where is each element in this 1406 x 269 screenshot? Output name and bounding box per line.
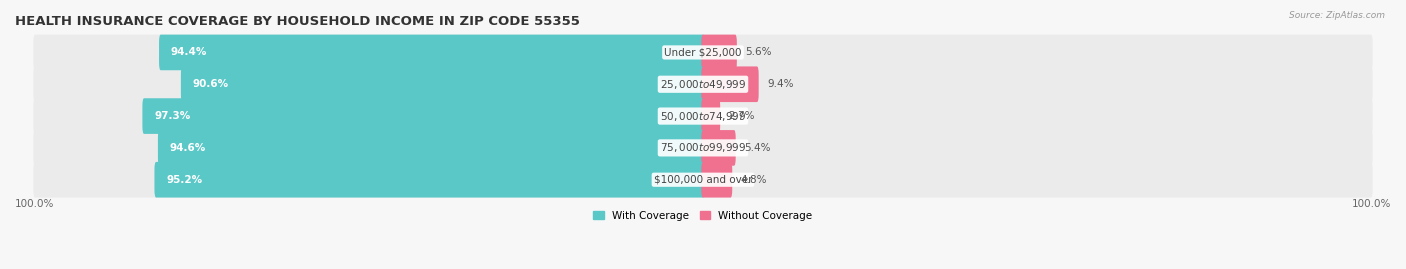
FancyBboxPatch shape: [157, 130, 704, 166]
FancyBboxPatch shape: [181, 66, 704, 102]
Text: 5.4%: 5.4%: [744, 143, 770, 153]
FancyBboxPatch shape: [34, 162, 1372, 197]
Text: 90.6%: 90.6%: [193, 79, 229, 89]
Text: 100.0%: 100.0%: [1351, 199, 1391, 210]
FancyBboxPatch shape: [34, 66, 1372, 102]
Text: 5.6%: 5.6%: [745, 47, 772, 57]
FancyBboxPatch shape: [702, 130, 735, 166]
Text: $75,000 to $99,999: $75,000 to $99,999: [659, 141, 747, 154]
FancyBboxPatch shape: [34, 35, 1372, 70]
FancyBboxPatch shape: [34, 130, 1372, 166]
Text: 94.4%: 94.4%: [170, 47, 207, 57]
FancyBboxPatch shape: [142, 98, 704, 134]
FancyBboxPatch shape: [702, 162, 733, 197]
Text: $25,000 to $49,999: $25,000 to $49,999: [659, 78, 747, 91]
Legend: With Coverage, Without Coverage: With Coverage, Without Coverage: [589, 207, 817, 225]
Text: $50,000 to $74,999: $50,000 to $74,999: [659, 109, 747, 123]
Text: $100,000 and over: $100,000 and over: [654, 175, 752, 185]
Text: Source: ZipAtlas.com: Source: ZipAtlas.com: [1289, 11, 1385, 20]
FancyBboxPatch shape: [702, 35, 737, 70]
FancyBboxPatch shape: [159, 35, 704, 70]
Text: 2.7%: 2.7%: [728, 111, 755, 121]
FancyBboxPatch shape: [155, 162, 704, 197]
Text: 100.0%: 100.0%: [15, 199, 55, 210]
Text: 95.2%: 95.2%: [166, 175, 202, 185]
Text: Under $25,000: Under $25,000: [664, 47, 742, 57]
Text: HEALTH INSURANCE COVERAGE BY HOUSEHOLD INCOME IN ZIP CODE 55355: HEALTH INSURANCE COVERAGE BY HOUSEHOLD I…: [15, 15, 579, 28]
FancyBboxPatch shape: [702, 66, 759, 102]
Text: 4.8%: 4.8%: [741, 175, 768, 185]
Text: 97.3%: 97.3%: [155, 111, 190, 121]
Text: 9.4%: 9.4%: [768, 79, 793, 89]
FancyBboxPatch shape: [702, 98, 720, 134]
Text: 94.6%: 94.6%: [170, 143, 205, 153]
FancyBboxPatch shape: [34, 98, 1372, 134]
